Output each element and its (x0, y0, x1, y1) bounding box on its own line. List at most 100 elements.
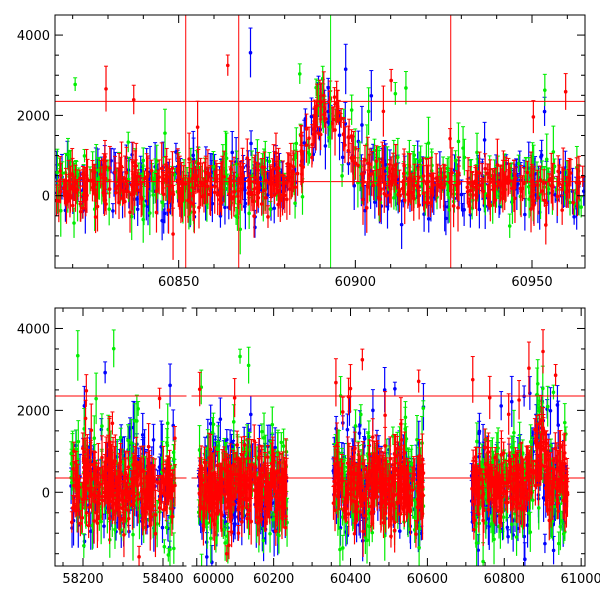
data-point (457, 180, 461, 185)
data-point (393, 91, 398, 96)
data-point (225, 63, 230, 68)
data-point (88, 529, 93, 534)
data-point (129, 214, 134, 219)
data-point (286, 161, 290, 166)
data-point (321, 93, 326, 98)
data-point (131, 160, 135, 165)
data-point (272, 206, 277, 211)
data-point (278, 198, 283, 203)
data-point (507, 224, 512, 228)
data-point (542, 198, 547, 203)
data-point (307, 136, 311, 140)
data-point (563, 89, 568, 94)
data-point (532, 199, 536, 203)
data-point (460, 208, 465, 212)
data-point (381, 166, 386, 170)
data-point (571, 200, 576, 205)
data-point (371, 408, 375, 413)
data-point (341, 132, 346, 136)
data-point (94, 193, 98, 198)
data-point (543, 541, 547, 546)
data-point (151, 193, 155, 197)
data-point (529, 173, 533, 178)
data-point (426, 141, 431, 145)
data-point (271, 166, 276, 171)
x-tick-label: 60850 (158, 275, 199, 290)
data-point (260, 165, 264, 169)
data-point (314, 124, 318, 128)
data-point (274, 151, 278, 155)
data-point (161, 177, 166, 182)
data-point (256, 184, 261, 188)
data-point (373, 165, 377, 169)
data-point (568, 200, 572, 205)
y-tick-label: 0 (42, 190, 50, 205)
data-point (54, 198, 59, 203)
x-tick-label: 60900 (335, 275, 376, 290)
data-point (247, 211, 251, 216)
data-point (249, 141, 253, 146)
data-point (197, 205, 201, 210)
data-point (81, 176, 85, 180)
data-point (483, 166, 487, 171)
data-point (154, 210, 159, 215)
data-point (267, 181, 271, 185)
data-point (160, 525, 165, 530)
top-reference-lines (55, 15, 585, 268)
data-point (507, 170, 512, 175)
data-point (445, 181, 449, 186)
data-point (468, 188, 473, 193)
data-point (382, 388, 387, 392)
data-point (516, 161, 521, 166)
data-point (130, 185, 135, 190)
data-point (247, 190, 251, 195)
data-point (190, 176, 194, 181)
data-point (188, 200, 193, 205)
data-point (579, 205, 583, 209)
data-point (58, 173, 63, 178)
data-point (135, 197, 139, 201)
data-point (145, 182, 150, 186)
data-point (139, 195, 144, 200)
data-point (374, 159, 379, 163)
data-point (230, 150, 235, 155)
data-point (393, 387, 397, 391)
data-point (200, 182, 205, 187)
data-point (538, 192, 543, 196)
data-point (262, 188, 266, 193)
data-point (241, 174, 246, 178)
data-point (234, 214, 238, 218)
data-point (163, 131, 167, 135)
data-point (544, 223, 548, 227)
data-point (519, 189, 523, 194)
data-point (120, 196, 125, 200)
data-point (72, 221, 76, 225)
data-point (500, 182, 504, 187)
data-point (398, 529, 402, 533)
data-point (444, 216, 448, 221)
data-point (171, 232, 175, 236)
data-point (82, 154, 87, 158)
data-point (490, 177, 495, 181)
data-point (73, 186, 78, 191)
data-point (560, 183, 565, 187)
data-point (332, 95, 337, 99)
data-point (142, 176, 147, 181)
data-point (468, 212, 473, 217)
data-point (196, 161, 201, 166)
data-point (126, 140, 131, 144)
data-point (428, 200, 433, 205)
data-point (268, 207, 273, 211)
data-point (513, 196, 517, 201)
data-point (300, 194, 305, 199)
data-point (70, 203, 75, 208)
data-point (108, 166, 112, 170)
data-point (407, 188, 411, 193)
data-point (371, 183, 376, 188)
data-point (349, 156, 353, 160)
data-point (200, 194, 205, 199)
data-point (168, 383, 172, 388)
data-point (259, 202, 264, 206)
data-point (191, 194, 195, 198)
data-point (62, 190, 67, 195)
